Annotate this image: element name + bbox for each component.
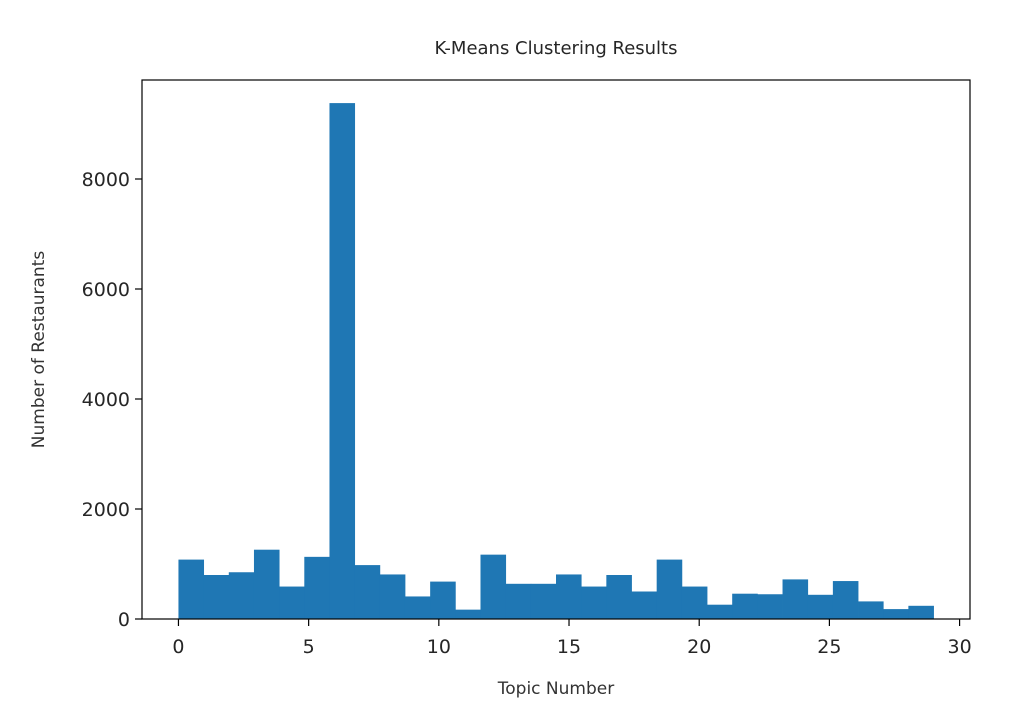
histogram-bar <box>556 574 582 619</box>
histogram-bar <box>329 103 356 620</box>
histogram-bar <box>505 583 532 619</box>
histogram-bar <box>908 605 934 619</box>
histogram-bar <box>782 579 809 619</box>
x-tick-label: 0 <box>172 636 184 658</box>
histogram-bar <box>707 604 733 619</box>
histogram-bar <box>279 586 305 619</box>
histogram-bar <box>379 574 406 619</box>
histogram-bar <box>178 559 205 619</box>
histogram-bar <box>455 609 481 619</box>
x-axis-label: Topic Number <box>497 679 614 699</box>
histogram-bar <box>480 554 507 619</box>
histogram-bar <box>354 565 381 619</box>
x-tick-label: 20 <box>687 636 711 658</box>
y-axis-ticks: 0 2000 4000 6000 8000 <box>82 169 142 631</box>
histogram-bar <box>253 549 280 619</box>
y-tick-label: 4000 <box>82 389 130 411</box>
bars-group <box>178 103 934 620</box>
histogram-bar <box>832 581 859 619</box>
y-tick-label: 6000 <box>82 279 130 301</box>
histogram-bar <box>430 581 456 619</box>
x-tick-label: 25 <box>817 636 841 658</box>
x-tick-label: 30 <box>947 636 971 658</box>
histogram-bar <box>681 586 708 619</box>
histogram-bar <box>304 556 330 619</box>
histogram-bar <box>883 609 909 619</box>
y-tick-label: 2000 <box>82 499 130 521</box>
y-axis-label: Number of Restaurants <box>29 251 49 449</box>
histogram-bar <box>858 601 884 619</box>
y-tick-label: 8000 <box>82 169 130 191</box>
histogram-bar <box>656 559 683 619</box>
histogram-bar <box>530 583 557 619</box>
x-tick-label: 5 <box>303 636 315 658</box>
histogram-bar <box>404 596 431 619</box>
x-axis-ticks: 0 5 10 15 20 25 30 <box>172 619 972 658</box>
chart-title: K-Means Clustering Results <box>435 38 678 59</box>
x-tick-label: 10 <box>427 636 451 658</box>
histogram-bar <box>807 594 834 619</box>
histogram-bar <box>581 586 607 619</box>
histogram-bar <box>228 572 255 619</box>
histogram-bar <box>631 591 658 619</box>
y-tick-label: 0 <box>118 609 130 631</box>
histogram-bar <box>732 593 758 619</box>
plot-frame <box>141 79 971 620</box>
histogram-bar <box>757 594 783 619</box>
histogram-bar <box>203 575 230 619</box>
x-tick-label: 15 <box>557 636 581 658</box>
histogram-bar <box>606 575 632 619</box>
